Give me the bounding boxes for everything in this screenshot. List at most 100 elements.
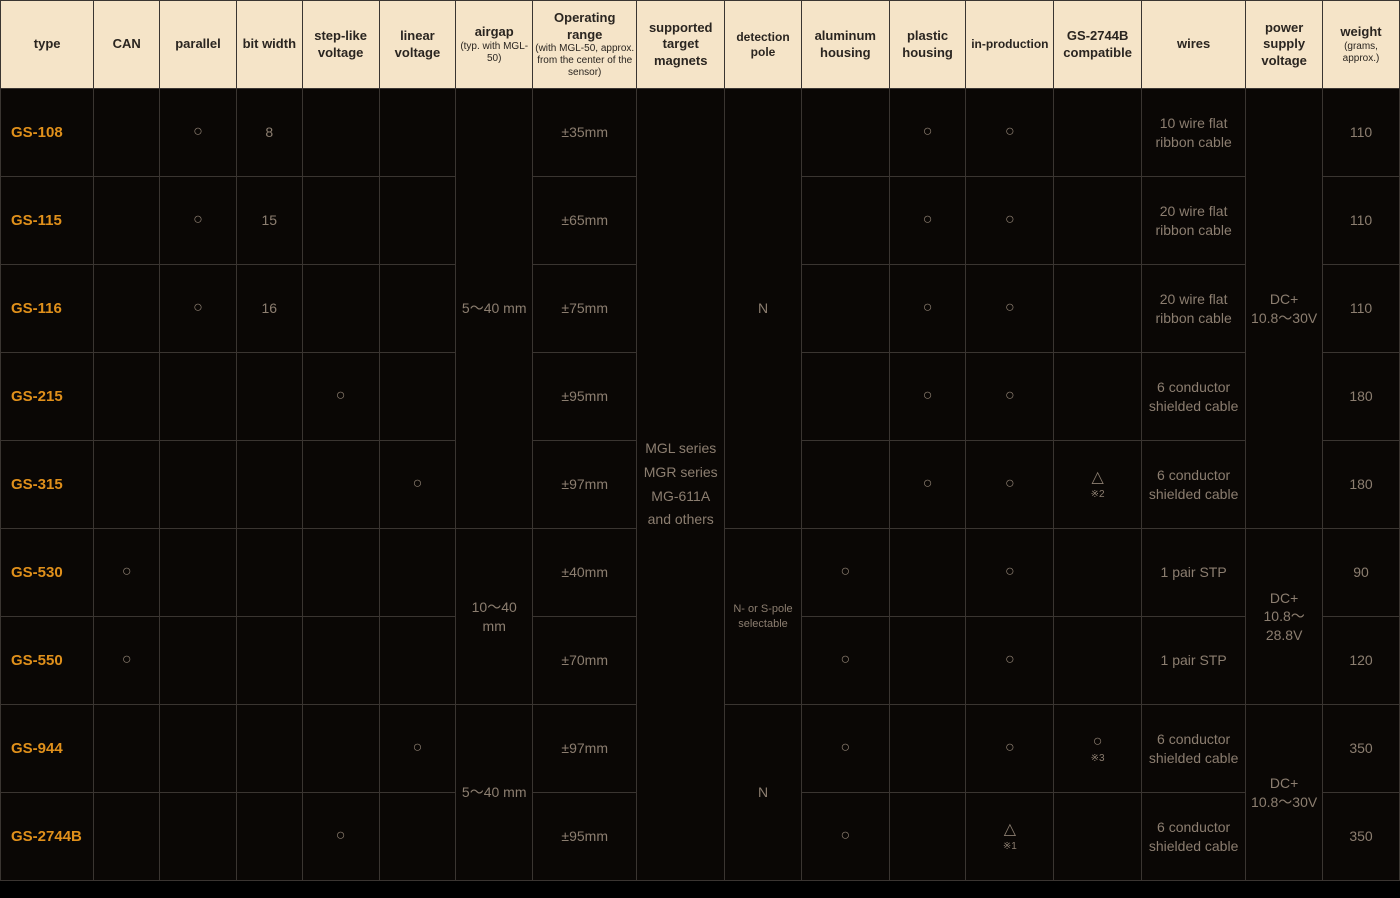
cell-magnets-merged: MGL series MGR series MG-611A and others: [637, 89, 725, 881]
cell: ○: [94, 617, 160, 705]
cell-type: GS-315: [1, 441, 94, 529]
cell-type: GS-115: [1, 177, 94, 265]
col-oprange: Operating range(with MGL-50, approx. fro…: [533, 1, 637, 89]
cell: [94, 441, 160, 529]
cell: [1054, 617, 1142, 705]
cell: [302, 705, 379, 793]
cell: ±40mm: [533, 529, 637, 617]
col-linvolt: linear voltage: [379, 1, 456, 89]
cell: 20 wire flat ribbon cable: [1142, 177, 1246, 265]
cell: [302, 617, 379, 705]
cell: ○※3: [1054, 705, 1142, 793]
cell-type: GS-108: [1, 89, 94, 177]
cell: 350: [1323, 705, 1400, 793]
col-magnets: supported target magnets: [637, 1, 725, 89]
cell: [160, 529, 237, 617]
sensor-specification-table: type CAN parallel bit width step-like vo…: [0, 0, 1400, 881]
cell: [94, 793, 160, 881]
cell: ○: [801, 705, 889, 793]
cell: [94, 705, 160, 793]
cell: [236, 617, 302, 705]
cell: 8: [236, 89, 302, 177]
cell: ○: [801, 793, 889, 881]
cell: ○: [801, 617, 889, 705]
cell: [236, 705, 302, 793]
cell: 110: [1323, 265, 1400, 353]
cell: 20 wire flat ribbon cable: [1142, 265, 1246, 353]
col-airgap: airgap(typ. with MGL-50): [456, 1, 533, 89]
cell: ○: [889, 441, 966, 529]
col-stepvolt: step-like voltage: [302, 1, 379, 89]
cell-airgap-merged: 5〜40 mm: [456, 705, 533, 881]
cell: ±75mm: [533, 265, 637, 353]
col-plhousing: plastic housing: [889, 1, 966, 89]
cell-airgap-merged: 10〜40 mm: [456, 529, 533, 705]
cell: [379, 793, 456, 881]
cell: [1054, 353, 1142, 441]
cell-psv-merged: DC+ 10.8〜28.8V: [1246, 529, 1323, 705]
table-row: GS-108 ○ 8 5〜40 mm ±35mm MGL series MGR …: [1, 89, 1400, 177]
cell: ○: [302, 353, 379, 441]
cell: [94, 265, 160, 353]
cell: [889, 705, 966, 793]
cell: ○: [966, 353, 1054, 441]
col-wires: wires: [1142, 1, 1246, 89]
cell: [889, 793, 966, 881]
cell: ○: [889, 353, 966, 441]
cell: ±95mm: [533, 793, 637, 881]
cell: ○: [379, 705, 456, 793]
cell: [1054, 793, 1142, 881]
col-inprod: in-production: [966, 1, 1054, 89]
cell: ±97mm: [533, 441, 637, 529]
cell: 15: [236, 177, 302, 265]
cell: ○: [966, 177, 1054, 265]
cell-pole-merged: N: [725, 89, 802, 529]
cell: ±70mm: [533, 617, 637, 705]
cell: [889, 617, 966, 705]
cell: [379, 617, 456, 705]
cell-pole-merged: N: [725, 705, 802, 881]
cell: [160, 441, 237, 529]
cell: 6 conductor shielded cable: [1142, 353, 1246, 441]
col-type: type: [1, 1, 94, 89]
cell: [236, 793, 302, 881]
cell: 180: [1323, 353, 1400, 441]
cell: [302, 177, 379, 265]
cell: 16: [236, 265, 302, 353]
table-header-row: type CAN parallel bit width step-like vo…: [1, 1, 1400, 89]
cell: ○: [889, 265, 966, 353]
cell: ○: [160, 89, 237, 177]
col-pole: detection pole: [725, 1, 802, 89]
cell: [1054, 529, 1142, 617]
cell: [94, 353, 160, 441]
cell: [160, 617, 237, 705]
cell-psv-merged: DC+ 10.8〜30V: [1246, 89, 1323, 529]
cell: [379, 177, 456, 265]
cell: ○: [801, 529, 889, 617]
cell: 110: [1323, 177, 1400, 265]
cell: [801, 441, 889, 529]
cell: [94, 89, 160, 177]
cell-type: GS-550: [1, 617, 94, 705]
cell: ○: [160, 265, 237, 353]
cell: 10 wire flat ribbon cable: [1142, 89, 1246, 177]
cell: △※1: [966, 793, 1054, 881]
cell: ○: [966, 617, 1054, 705]
cell: ○: [160, 177, 237, 265]
cell: [1054, 89, 1142, 177]
cell: ○: [889, 177, 966, 265]
col-psv: power supply voltage: [1246, 1, 1323, 89]
cell: ±65mm: [533, 177, 637, 265]
cell: [160, 793, 237, 881]
cell: [379, 89, 456, 177]
cell-pole-merged: N- or S-pole selectable: [725, 529, 802, 705]
cell: [236, 529, 302, 617]
cell: 6 conductor shielded cable: [1142, 793, 1246, 881]
cell-type: GS-2744B: [1, 793, 94, 881]
col-can: CAN: [94, 1, 160, 89]
cell: [379, 529, 456, 617]
cell: [302, 441, 379, 529]
cell: [801, 353, 889, 441]
cell: [236, 441, 302, 529]
cell: ○: [94, 529, 160, 617]
